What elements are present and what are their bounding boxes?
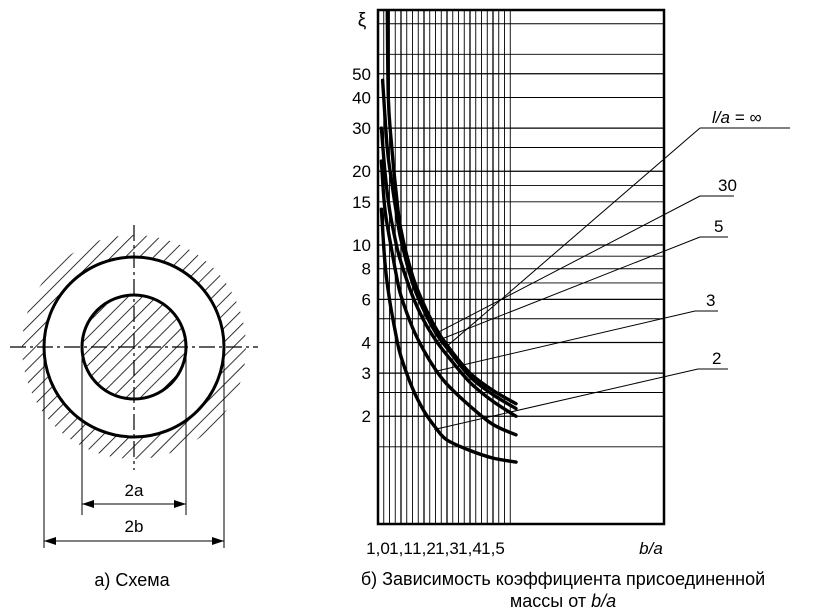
series-label: 3 (706, 291, 715, 310)
y-tick-label: 50 (352, 65, 371, 84)
x-tick-label: 1,0 (366, 539, 390, 558)
series-curve (379, 207, 518, 464)
chart-caption-line1: б) Зависимость коэффициента присоединенн… (361, 569, 765, 589)
y-tick-label: 30 (352, 119, 371, 138)
plot-frame (376, 8, 666, 526)
series-label: 30 (718, 176, 737, 195)
arrow-right-2b (212, 537, 224, 545)
chart-caption-line2: массы от b/a (510, 591, 616, 611)
y-tick-label: 3 (362, 364, 371, 383)
x-tick-label: 1,2 (412, 539, 436, 558)
y-tick-label: 10 (352, 236, 371, 255)
series-curve (379, 159, 518, 437)
y-tick-label: 40 (352, 88, 371, 107)
leader-line (434, 195, 701, 335)
scheme-caption: а) Схема (94, 570, 170, 590)
x-axis-label: b/a (639, 539, 663, 558)
dim-label-2a: 2a (125, 481, 144, 500)
series-label: 2 (712, 349, 721, 368)
y-tick-label: 4 (362, 333, 371, 352)
series-curve (379, 126, 518, 418)
chart-grid (378, 10, 664, 524)
arrow-right-2a (174, 500, 186, 508)
series-curve (385, 10, 518, 406)
x-tick-label: 1,4 (458, 539, 482, 558)
arrow-left-2a (82, 500, 94, 508)
y-tick-label: 8 (362, 260, 371, 279)
series-labels: l/a = ∞ 30 5 3 2 (706, 108, 761, 368)
y-tick-label: 6 (362, 290, 371, 309)
x-tick-label: 1,1 (389, 539, 413, 558)
y-tick-labels: 50 40 30 20 15 10 8 6 4 3 2 (352, 65, 371, 426)
leader-line (445, 127, 701, 348)
series-label: 5 (714, 217, 723, 236)
chart: 50 40 30 20 15 10 8 6 4 3 2 1,0 1,1 1,2 1,3 1,4 1,5 ξ b… (352, 8, 790, 611)
y-axis-symbol: ξ (358, 10, 367, 31)
series-label: l/a = ∞ (712, 108, 761, 127)
x-tick-label: 1,3 (435, 539, 459, 558)
series-curve (380, 78, 518, 411)
chart-curves (379, 10, 518, 464)
x-tick-labels: 1,0 1,1 1,2 1,3 1,4 1,5 (366, 539, 505, 558)
y-tick-label: 15 (352, 193, 371, 212)
dim-label-2b: 2b (125, 517, 144, 536)
x-tick-label: 1,5 (481, 539, 505, 558)
leader-line (434, 310, 696, 373)
y-tick-label: 2 (362, 407, 371, 426)
leader-line (434, 236, 701, 343)
y-tick-label: 20 (352, 162, 371, 181)
scheme-diagram: 2a 2b а) Схема (10, 225, 258, 590)
leader-line (434, 368, 699, 430)
chart-leaders (434, 127, 790, 430)
arrow-left-2b (44, 537, 56, 545)
